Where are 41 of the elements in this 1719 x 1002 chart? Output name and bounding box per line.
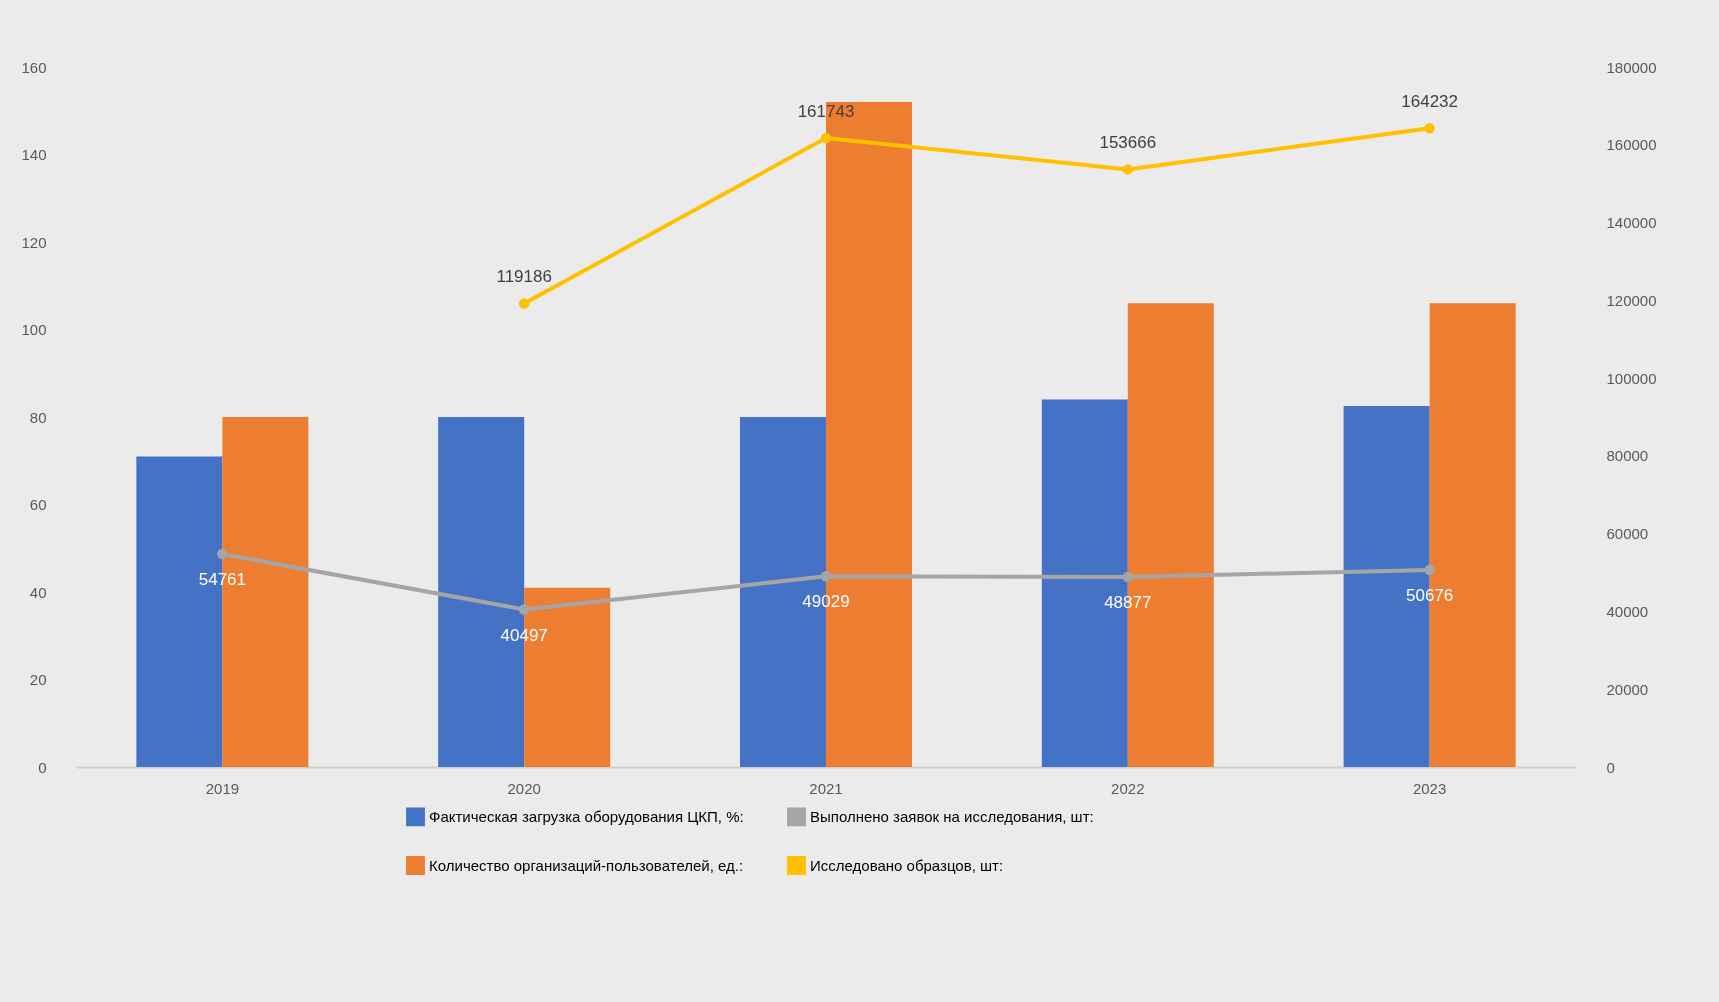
legend-label: Выполнено заявок на исследования, шт: [810, 807, 1094, 825]
point [1424, 564, 1435, 576]
y2-tick-label: 40000 [1606, 602, 1649, 620]
y-tick-label: 40 [29, 583, 47, 601]
y2-tick-label: 20000 [1606, 680, 1649, 698]
x-tick-label: 2021 [809, 779, 843, 797]
data-label: 119186 [496, 267, 552, 287]
y2-tick-label: 140000 [1606, 214, 1657, 232]
y-tick-label: 0 [38, 758, 47, 776]
x-tick-label: 2023 [1412, 779, 1447, 797]
x-tick-label: 2022 [1111, 779, 1145, 797]
y-tick-label: 80 [29, 408, 47, 426]
y-tick-label: 120 [21, 233, 47, 251]
y2-tick-label: 100000 [1606, 369, 1657, 387]
y-tick-label: 20 [29, 671, 47, 688]
legend-label: Количество организаций-пользователей, ед.: [429, 856, 744, 874]
point [518, 298, 530, 309]
point [217, 548, 228, 560]
point [820, 132, 832, 144]
point [820, 571, 832, 582]
legend-label: Исследовано образцов, шт: [810, 856, 1004, 874]
point [1122, 571, 1134, 583]
x-tick-label: 2019 [205, 779, 240, 797]
y2-tick-label: 120000 [1606, 291, 1657, 309]
point [1122, 164, 1134, 175]
point [518, 604, 530, 615]
y-tick-label: 60 [29, 496, 47, 513]
data-label: 164232 [1401, 92, 1458, 112]
data-label: 153666 [1099, 133, 1157, 153]
y2-tick-label: 60000 [1606, 525, 1649, 543]
x-tick-label: 2020 [507, 779, 541, 797]
point [1424, 123, 1435, 134]
legend-label: Фактическая загрузка оборудования ЦКП, %: [429, 807, 744, 825]
y-tick-label: 160 [21, 58, 47, 76]
y2-tick-label: 180000 [1606, 58, 1657, 76]
y-tick-label: 140 [21, 146, 47, 163]
y2-tick-label: 80000 [1606, 447, 1649, 465]
y2-tick-label: 160000 [1606, 136, 1657, 154]
y2-tick-label: 0 [1606, 758, 1615, 776]
data-label: 40497 [500, 625, 548, 645]
y-tick-label: 100 [21, 321, 47, 338]
